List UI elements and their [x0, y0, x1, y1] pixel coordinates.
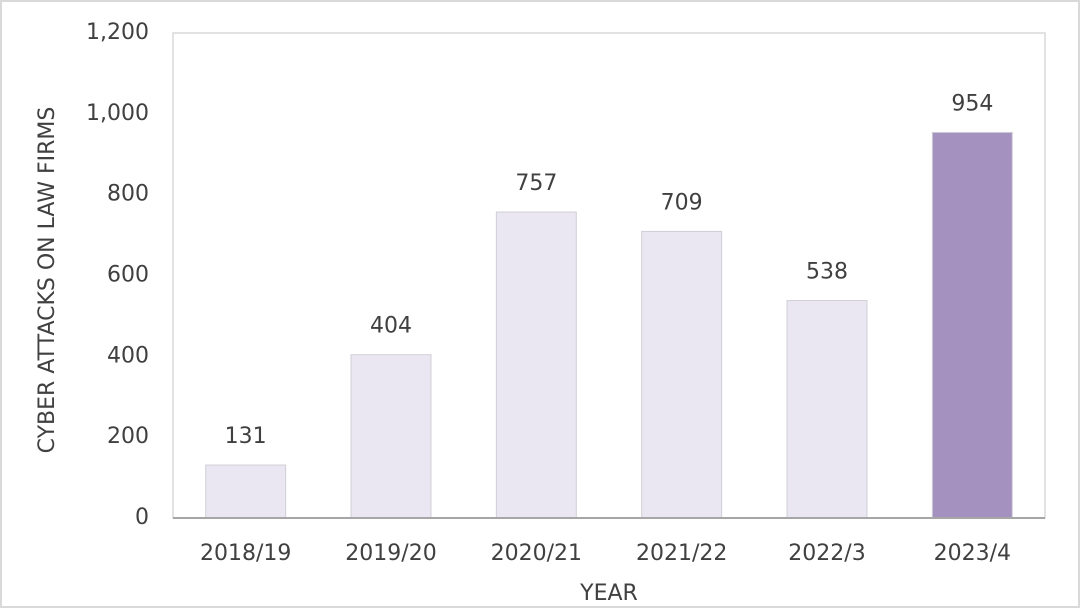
- x-tick-label: 2022/3: [788, 541, 865, 566]
- data-label: 404: [370, 314, 412, 339]
- bar: [641, 230, 723, 519]
- bar: [205, 464, 287, 519]
- y-tick-label: 0: [135, 505, 149, 530]
- x-tick-label: 2023/4: [934, 541, 1011, 566]
- data-label: 538: [806, 260, 848, 285]
- data-label: 954: [951, 91, 993, 116]
- x-axis-title: YEAR: [579, 581, 638, 606]
- x-tick-label: 2021/22: [636, 541, 727, 566]
- x-tick-label: 2018/19: [200, 541, 291, 566]
- y-axis-title: CYBER ATTACKS ON LAW FIRMS: [35, 107, 60, 454]
- x-tick-label: 2019/20: [345, 541, 436, 566]
- data-label: 709: [661, 190, 703, 215]
- plot-frame: [172, 32, 1046, 519]
- bar: [931, 131, 1013, 519]
- y-tick-label: 600: [107, 263, 149, 288]
- bar: [350, 354, 432, 519]
- y-tick-label: 200: [107, 424, 149, 449]
- bar: [786, 300, 868, 519]
- y-tick-label: 800: [107, 182, 149, 207]
- x-tick-label: 2020/21: [491, 541, 582, 566]
- y-tick-label: 400: [107, 343, 149, 368]
- data-label: 131: [225, 424, 267, 449]
- y-tick-label: 1,200: [86, 20, 149, 45]
- data-label: 757: [515, 171, 557, 196]
- y-tick-label: 1,000: [86, 101, 149, 126]
- bar: [495, 211, 577, 519]
